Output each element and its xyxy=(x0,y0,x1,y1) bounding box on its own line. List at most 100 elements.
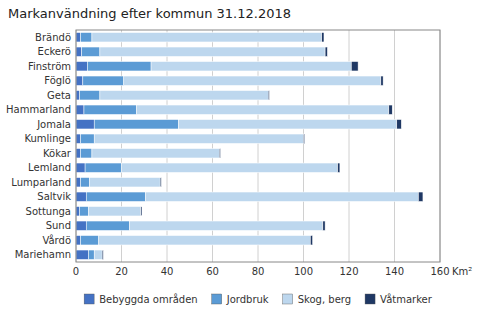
x-tick-label: 20 xyxy=(115,266,128,277)
y-tick-label: Saltvik xyxy=(37,191,71,202)
bar xyxy=(129,221,322,230)
bar xyxy=(102,250,103,259)
bar xyxy=(178,120,396,129)
legend-label: Bebyggda områden xyxy=(99,293,198,305)
y-tick-label: Vårdö xyxy=(42,234,71,246)
bar xyxy=(76,178,81,187)
bar xyxy=(81,149,92,158)
bar xyxy=(87,62,151,71)
legend-swatch xyxy=(212,294,222,304)
legend: Bebyggda områden Jordbruk Skog, berg Våtmar… xyxy=(84,293,433,305)
bar xyxy=(76,76,83,85)
bar xyxy=(310,236,312,245)
x-tick-label: 0 xyxy=(73,266,79,277)
x-tick-label: 80 xyxy=(252,266,265,277)
y-tick-label: Sund xyxy=(46,220,71,231)
bars xyxy=(76,33,423,260)
bar xyxy=(124,76,381,85)
legend-item: Våtmarker xyxy=(365,293,433,305)
bar xyxy=(397,120,402,129)
bar xyxy=(92,33,322,42)
legend-swatch xyxy=(84,294,94,304)
bar xyxy=(76,134,81,143)
bar xyxy=(268,91,269,100)
bar xyxy=(83,76,124,85)
bar xyxy=(76,33,81,42)
bar xyxy=(76,120,94,129)
grid-line xyxy=(394,30,395,262)
y-tick-label: Finström xyxy=(28,61,71,72)
legend-label: Jordbruk xyxy=(226,294,269,305)
bar xyxy=(81,178,90,187)
bar xyxy=(76,192,86,201)
bar xyxy=(85,163,121,172)
bar xyxy=(100,91,268,100)
bar xyxy=(92,149,219,158)
x-tick-label: 120 xyxy=(339,266,358,277)
x-axis: 020406080100120140160 xyxy=(73,30,450,277)
bar xyxy=(418,192,423,201)
bar xyxy=(81,236,99,245)
legend-item: Bebyggda områden xyxy=(84,293,198,305)
bar xyxy=(99,236,311,245)
bar xyxy=(79,91,99,100)
bar xyxy=(86,192,145,201)
bar xyxy=(81,134,95,143)
bar xyxy=(304,134,305,143)
bar xyxy=(76,207,79,216)
x-tick-label: 140 xyxy=(385,266,404,277)
bar xyxy=(145,192,418,201)
x-tick-label: 60 xyxy=(206,266,219,277)
y-axis: Brändö Eckerö Finström Föglö Geta Hammarland J… xyxy=(6,32,72,261)
bar xyxy=(322,33,324,42)
legend-swatch xyxy=(283,294,293,304)
x-tick-label: 100 xyxy=(294,266,313,277)
plot-frame xyxy=(76,30,440,262)
chart: Markanvändning efter kommun 31.12.2018 0 2… xyxy=(0,0,488,325)
bar xyxy=(84,105,136,114)
y-tick-label: Hammarland xyxy=(6,104,71,115)
bar xyxy=(141,207,142,216)
bar xyxy=(338,163,340,172)
bar xyxy=(76,250,89,259)
y-tick-label: Föglö xyxy=(44,75,71,86)
y-tick-label: Geta xyxy=(47,90,71,101)
bar xyxy=(76,221,86,230)
bar xyxy=(76,149,81,158)
bar xyxy=(82,47,100,56)
bar xyxy=(136,105,389,114)
bar xyxy=(323,221,325,230)
y-tick-label: Brändö xyxy=(35,32,71,43)
y-tick-label: Kumlinge xyxy=(24,133,71,144)
bar xyxy=(94,120,178,129)
y-tick-label: Eckerö xyxy=(38,46,71,57)
bar xyxy=(76,91,79,100)
y-tick-label: Lemland xyxy=(28,162,71,173)
bar xyxy=(89,250,95,259)
x-tick-label: 40 xyxy=(161,266,174,277)
x-axis-label: Km² xyxy=(452,266,472,277)
legend-swatch xyxy=(365,294,375,304)
y-tick-label: Jomala xyxy=(36,119,71,130)
bar xyxy=(151,62,351,71)
bar xyxy=(76,105,84,114)
legend-item: Skog, berg xyxy=(283,294,351,305)
bar xyxy=(219,149,220,158)
title: Markanvändning efter kommun 31.12.2018 xyxy=(8,6,291,21)
y-tick-label: Lumparland xyxy=(11,177,71,188)
bar xyxy=(122,163,338,172)
bar xyxy=(389,105,392,114)
bar xyxy=(76,47,82,56)
bar xyxy=(100,47,325,56)
bar xyxy=(351,62,358,71)
legend-item: Jordbruk xyxy=(212,294,269,305)
y-tick-label: Kökar xyxy=(43,148,72,159)
bar xyxy=(76,62,87,71)
bar xyxy=(381,76,383,85)
bar xyxy=(325,47,327,56)
legend-label: Skog, berg xyxy=(298,294,351,305)
y-tick-label: Sottunga xyxy=(26,206,71,217)
bar xyxy=(160,178,161,187)
bar xyxy=(89,207,141,216)
bar xyxy=(94,134,303,143)
